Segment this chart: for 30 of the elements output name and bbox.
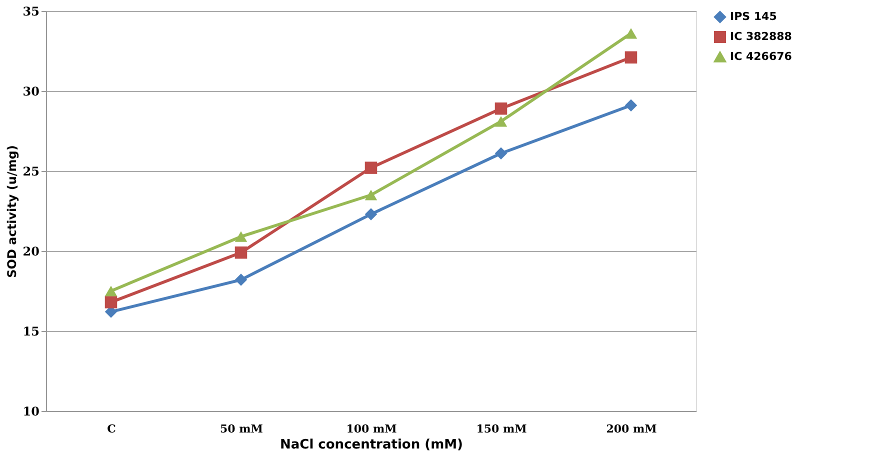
point: [494, 116, 508, 127]
point: [364, 190, 378, 200]
legend-label: IC 382888: [730, 30, 792, 43]
point: [364, 208, 378, 220]
point: [104, 286, 118, 296]
point: [494, 102, 508, 115]
point: [364, 162, 378, 174]
y-tick-label: 25: [22, 164, 40, 178]
x-axis-title: NaCl concentration (mM): [280, 438, 463, 452]
x-tick-label: 50 mM: [220, 422, 263, 436]
legend-label: IPS 145: [730, 10, 777, 23]
y-tick-label: 35: [22, 4, 40, 18]
y-tick-label: 30: [22, 84, 40, 98]
x-tick-label: 150 mM: [476, 422, 527, 436]
x-tick-label: C: [107, 422, 116, 436]
legend-label: IC 426676: [730, 50, 792, 63]
point: [624, 51, 638, 64]
y-axis-title: SOD activity (u/mg): [4, 145, 19, 278]
y-tick-label: 20: [22, 244, 40, 258]
y-tick-label: 15: [22, 324, 40, 338]
point: [104, 296, 118, 308]
x-tick-label: 200 mM: [606, 422, 657, 436]
point: [234, 274, 248, 286]
point: [624, 99, 638, 112]
point: [234, 231, 248, 242]
point: [234, 246, 248, 259]
point: [624, 28, 638, 39]
x-tick-label: 100 mM: [346, 422, 397, 436]
point: [494, 147, 508, 160]
y-tick-label: 10: [22, 404, 40, 418]
